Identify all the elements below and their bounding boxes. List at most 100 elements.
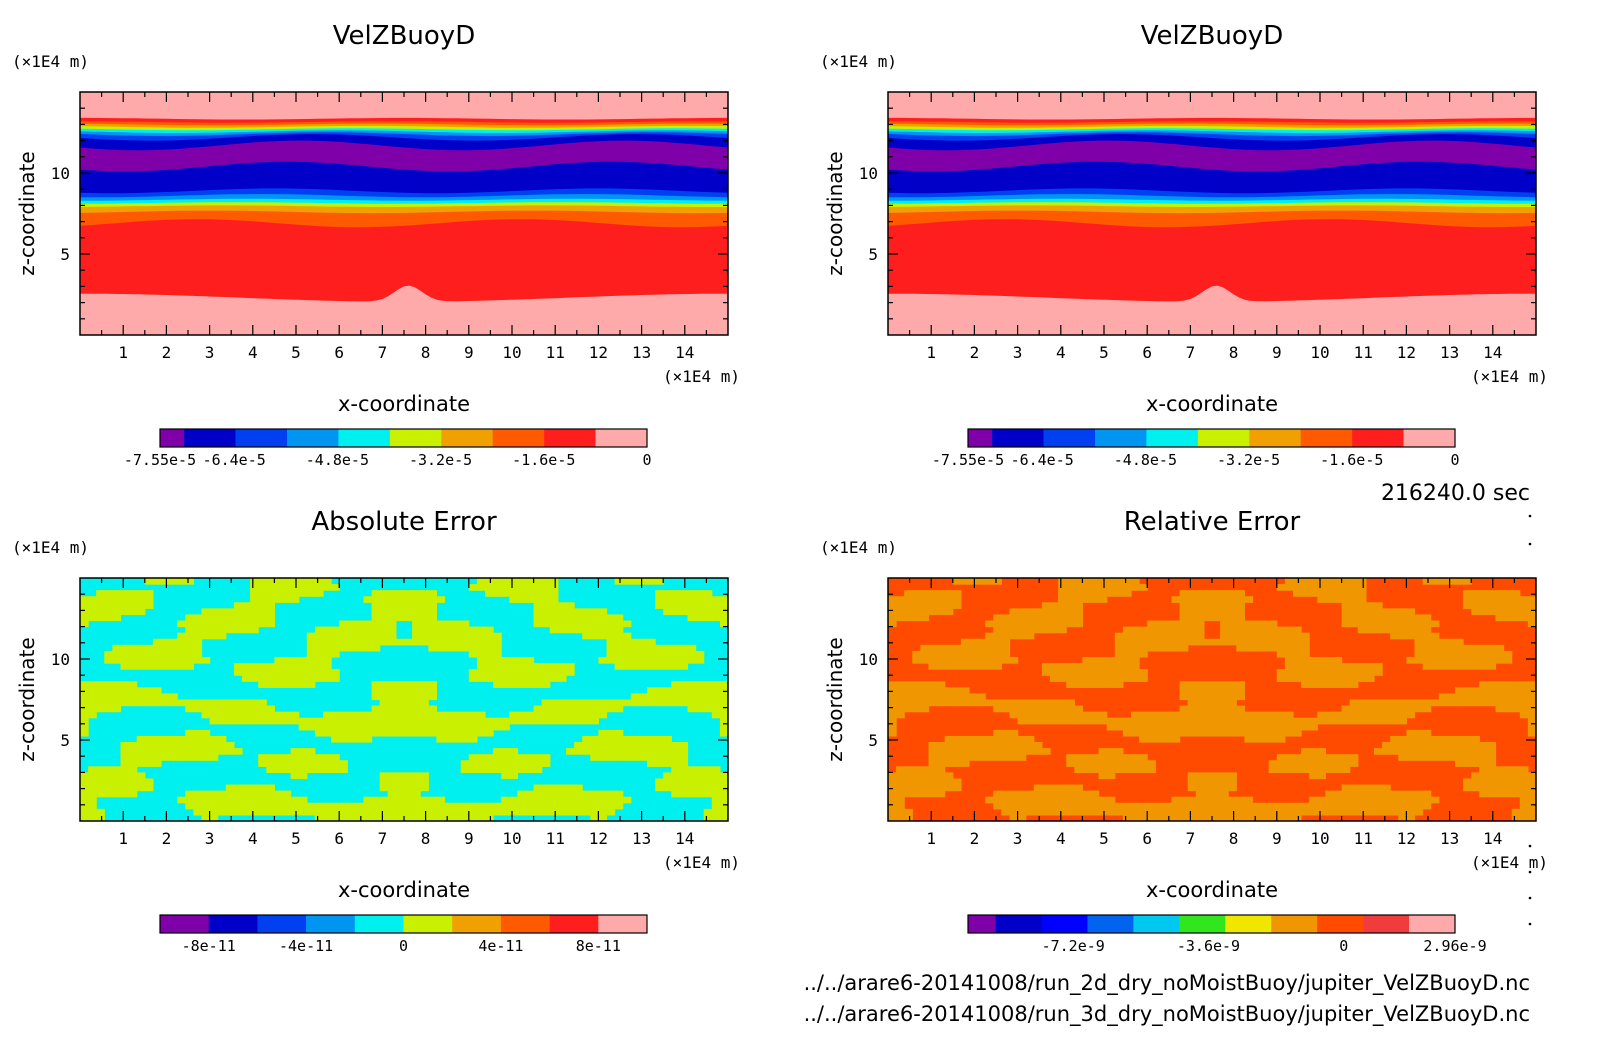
contour-cell: [936, 784, 946, 792]
contour-cell: [1041, 790, 1051, 798]
contour-cell: [1017, 717, 1027, 725]
contour-cell: [533, 802, 543, 810]
contour-cell: [590, 717, 599, 725]
contour-cell: [912, 693, 921, 701]
contour-cell: [1438, 742, 1448, 749]
contour-cell: [460, 711, 470, 719]
contour-cell: [169, 644, 178, 652]
contour-cell: [1195, 693, 1205, 701]
contour-cell: [590, 754, 599, 761]
contour-cell: [387, 717, 397, 725]
contour-cell: [888, 796, 897, 804]
contour-cell: [298, 675, 308, 682]
contour-cell: [985, 632, 994, 640]
contour-cell: [517, 663, 527, 670]
contour-cell: [1479, 784, 1488, 792]
contour-cell: [387, 705, 397, 713]
contour-cell: [533, 790, 543, 798]
contour-cell: [331, 717, 340, 725]
contour-cell: [719, 814, 728, 821]
contour-cell: [590, 608, 599, 616]
contour-cell: [1341, 669, 1351, 676]
contour-cell: [1487, 766, 1497, 773]
contour-cell: [711, 784, 721, 792]
contour-cell: [104, 693, 113, 701]
contour-cell: [1341, 578, 1351, 585]
contour-cell: [331, 632, 340, 640]
contour-cell: [1341, 784, 1351, 792]
contour-cell: [977, 693, 986, 701]
contour-cell: [566, 784, 575, 792]
contour-cell: [1203, 638, 1213, 646]
contour-cell: [1033, 620, 1043, 628]
contour-cell: [339, 729, 348, 737]
contour-cell: [201, 729, 211, 737]
contour-cell: [266, 717, 275, 725]
contour-cell: [420, 723, 429, 731]
contour-cell: [687, 693, 697, 701]
contour-cell: [1309, 760, 1318, 767]
contour-cell: [501, 675, 510, 682]
contour-cell: [395, 796, 405, 804]
contour-cell: [1430, 663, 1440, 670]
contour-cell: [128, 754, 138, 761]
contour-cell: [1082, 760, 1092, 767]
contour-cell: [266, 681, 275, 688]
contour-cell: [1357, 790, 1367, 798]
contour-cell: [209, 802, 219, 810]
contour-cell: [1463, 784, 1472, 792]
contour-cell: [1398, 614, 1407, 622]
contour-cell: [574, 784, 583, 792]
contour-cell: [679, 754, 689, 761]
contour-cell: [412, 614, 421, 622]
contour-cell: [1220, 614, 1229, 622]
contour-cell: [242, 796, 251, 804]
contour-cell: [355, 723, 365, 731]
contour-cell: [1074, 766, 1083, 773]
contour-cell: [622, 699, 632, 707]
contour-cell: [1398, 632, 1407, 640]
contour-cell: [274, 578, 284, 585]
contour-cell: [112, 590, 122, 597]
contour-cell: [509, 656, 518, 664]
contour-cell: [614, 614, 624, 622]
x-tick-label: 10: [1310, 343, 1329, 362]
contour-cell: [1050, 675, 1059, 682]
contour-cell: [395, 723, 405, 731]
contour-cell: [217, 699, 227, 707]
contour-cell: [371, 590, 381, 597]
contour-cell: [663, 693, 672, 701]
contour-cell: [711, 699, 721, 707]
contour-cell: [339, 711, 348, 719]
contour-cell: [1260, 717, 1270, 725]
contour-cell: [258, 790, 267, 798]
contour-cell: [1066, 802, 1075, 810]
contour-cell: [1495, 644, 1505, 652]
contour-cell: [1406, 699, 1416, 707]
contour-cell: [476, 638, 486, 646]
contour-cell: [1122, 802, 1132, 810]
contour-cell: [428, 632, 437, 640]
contour-cell: [363, 626, 373, 634]
contour-cell: [1050, 626, 1059, 634]
contour-cell: [493, 638, 502, 646]
contour-cell: [1341, 584, 1351, 591]
contour-cell: [920, 693, 930, 701]
contour-cell: [460, 729, 470, 737]
contour-cell: [622, 754, 632, 761]
contour-cell: [266, 802, 275, 810]
contour-cell: [1301, 656, 1310, 664]
contour-cell: [420, 638, 429, 646]
contour-cell: [703, 596, 713, 603]
contour-cell: [566, 602, 575, 609]
contour-cell: [1382, 705, 1391, 713]
contour-cell: [136, 699, 146, 707]
contour-cell: [1082, 663, 1092, 670]
contour-cell: [298, 717, 308, 725]
contour-cell: [1228, 772, 1237, 780]
contour-cell: [1357, 663, 1367, 670]
contour-cell: [671, 608, 680, 616]
contour-cell: [638, 650, 648, 658]
contour-cell: [1293, 808, 1302, 816]
contour-cell: [233, 711, 243, 719]
